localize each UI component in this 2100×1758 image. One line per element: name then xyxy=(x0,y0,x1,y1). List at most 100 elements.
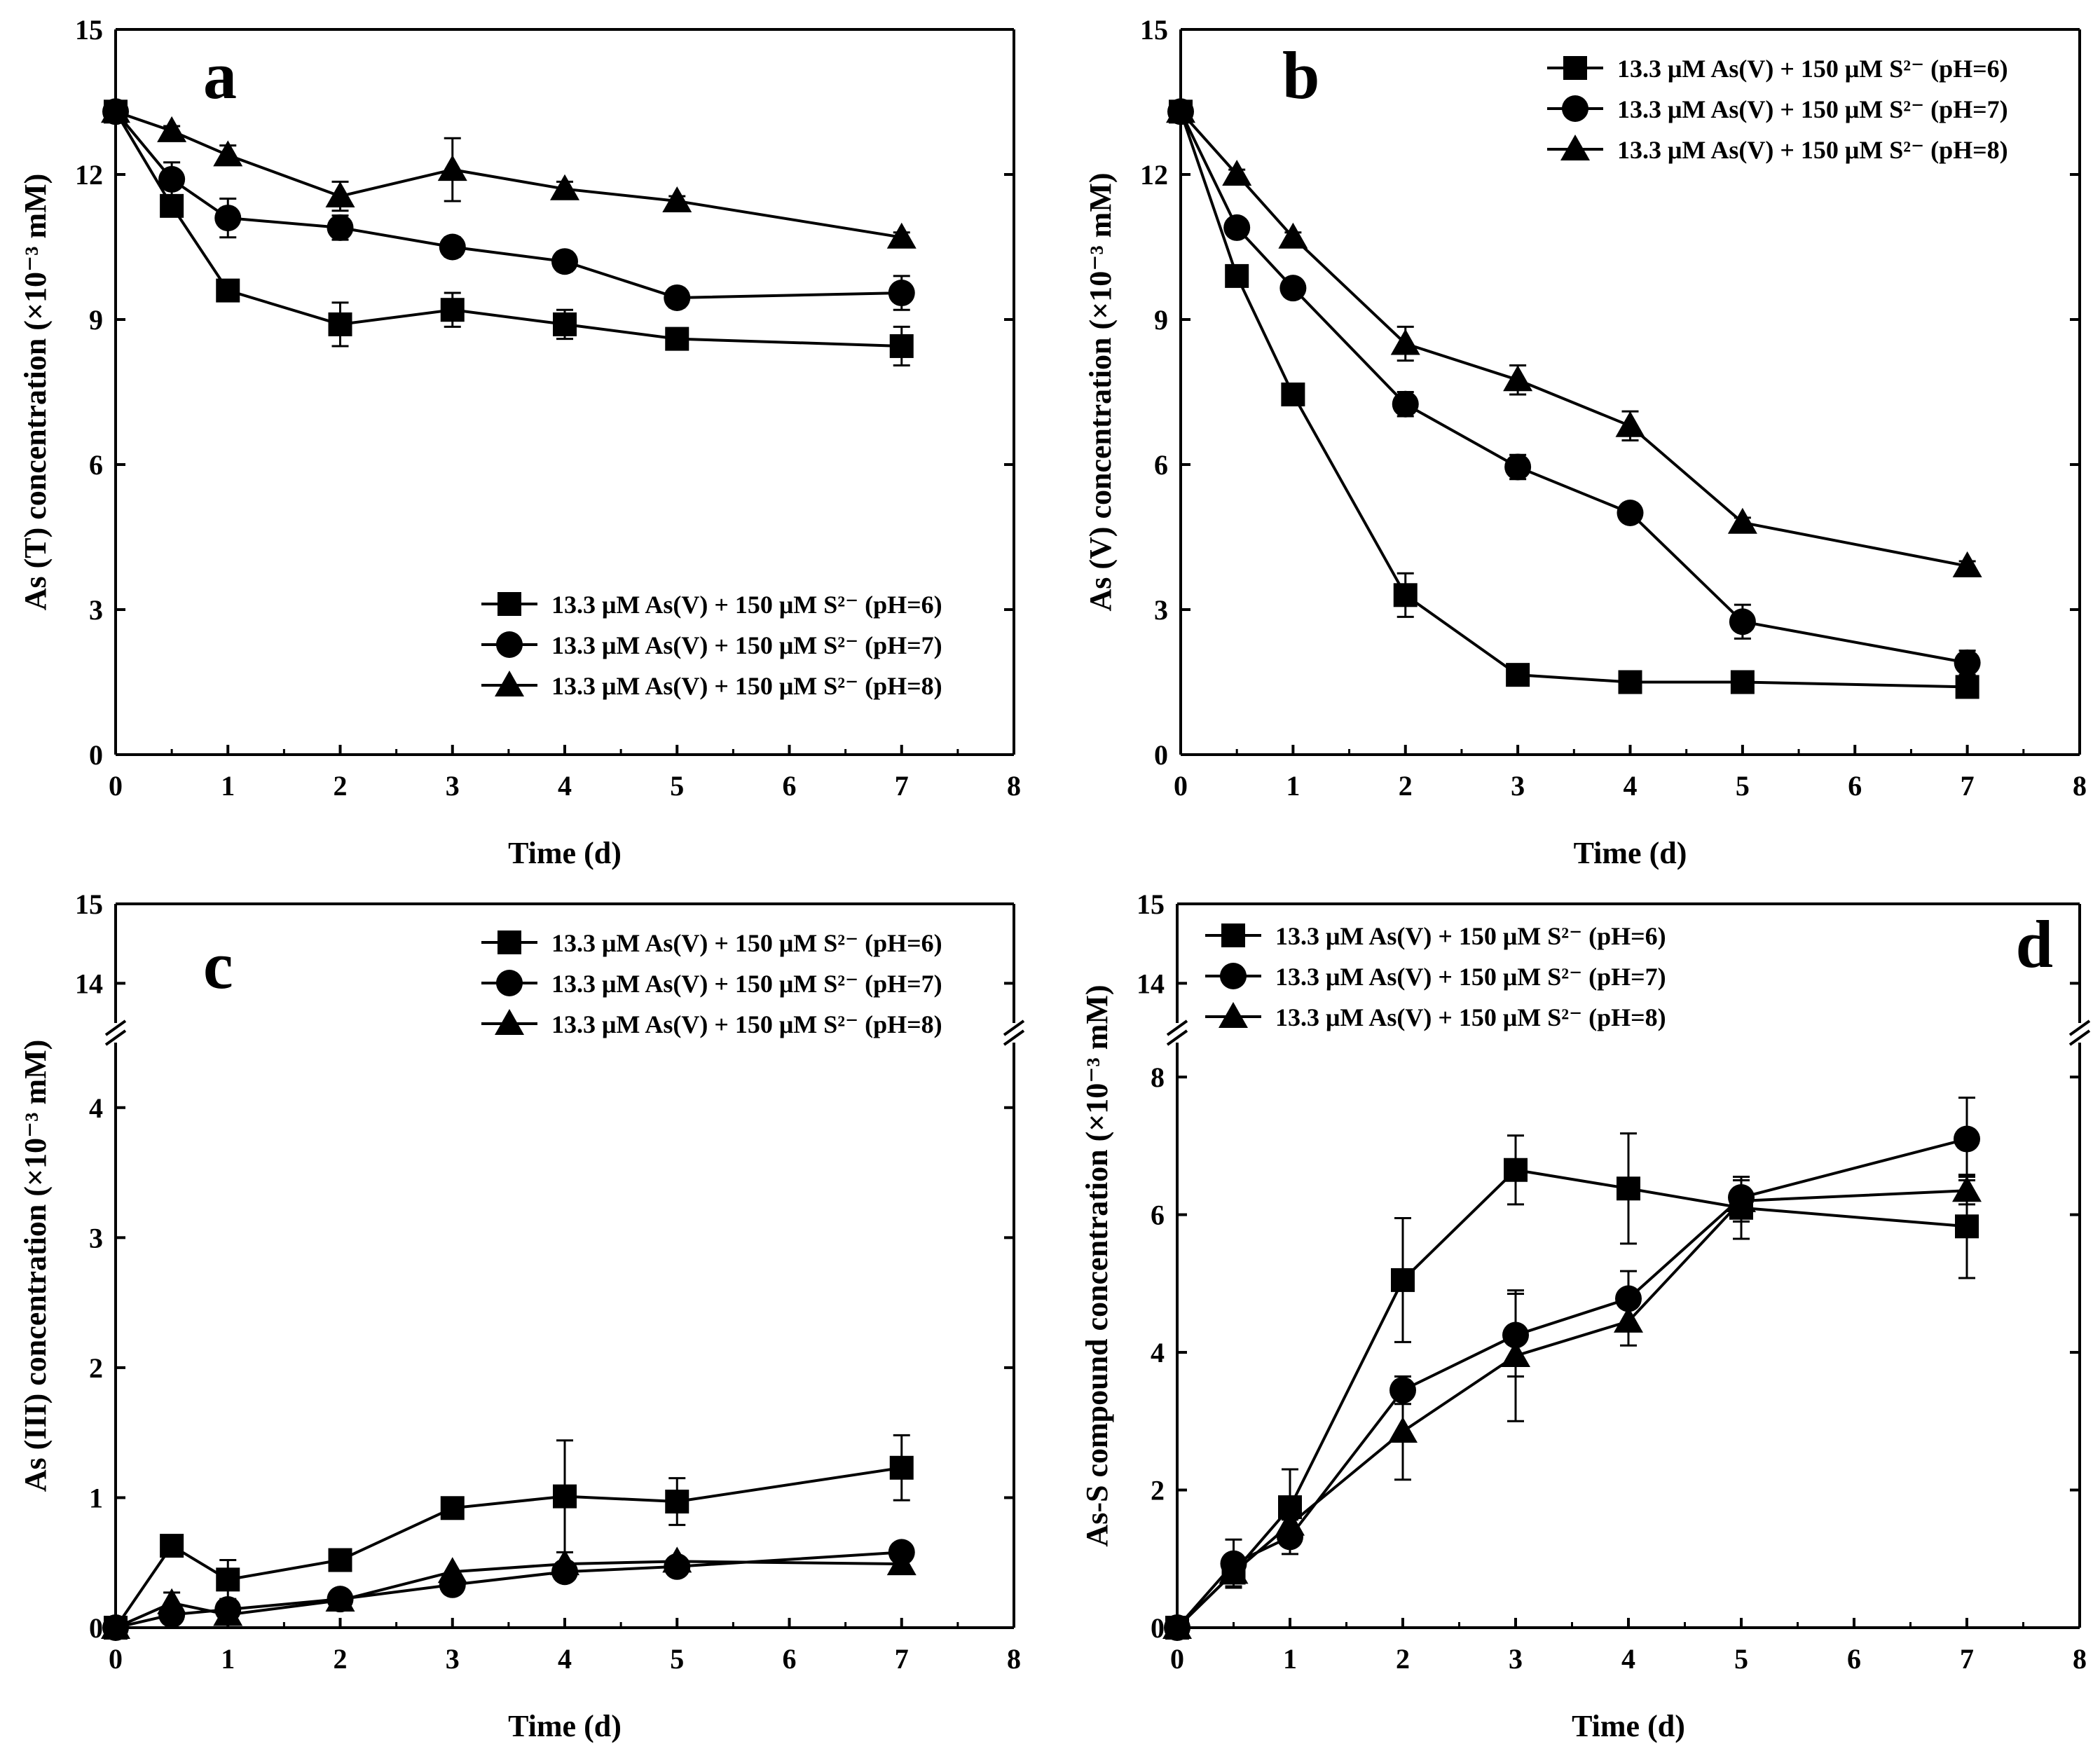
data-point-circle xyxy=(1223,214,1251,241)
x-tick-label: 6 xyxy=(783,770,797,802)
x-tick-label: 1 xyxy=(221,1643,235,1675)
data-point-triangle xyxy=(1952,551,1982,577)
data-point-square xyxy=(328,1548,352,1572)
x-tick-label: 2 xyxy=(1396,1643,1410,1675)
x-tick-label: 2 xyxy=(1399,770,1413,802)
y-axis-title: As (V) concentration (×10⁻³ mM) xyxy=(1083,172,1118,611)
data-point-triangle xyxy=(437,155,467,181)
data-point-circle xyxy=(214,205,242,232)
legend-marker-square xyxy=(1563,56,1587,80)
data-point-square xyxy=(1393,583,1418,607)
legend: 13.3 μM As(V) + 150 μM S²⁻ (pH=6) 13.3 μM… xyxy=(481,591,942,700)
legend-marker-circle xyxy=(1220,963,1247,989)
data-point-square xyxy=(1730,670,1755,694)
y-tick-label: 4 xyxy=(89,1092,103,1124)
legend-marker-circle xyxy=(496,970,523,996)
legend-label: 13.3 μM As(V) + 150 μM S²⁻ (pH=7) xyxy=(1617,95,2008,123)
x-tick-label: 4 xyxy=(558,1643,572,1675)
y-tick-label: 8 xyxy=(1151,1062,1165,1093)
series-line xyxy=(1179,110,1968,568)
y-tick-label: 6 xyxy=(89,449,103,481)
legend-label: 13.3 μM As(V) + 150 μM S²⁻ (pH=7) xyxy=(551,631,942,659)
y-tick-label: 12 xyxy=(75,159,103,191)
x-axis-title: Time (d) xyxy=(508,836,622,870)
data-point-square xyxy=(553,1484,577,1509)
y-axis-title: As-S compound concentration (×10⁻³ mM) xyxy=(1080,984,1114,1546)
data-point-circle xyxy=(888,280,915,307)
y-tick-label: 15 xyxy=(75,888,103,920)
data-point-square xyxy=(160,193,184,218)
panel-label: d xyxy=(2016,907,2053,982)
data-point-circle xyxy=(158,165,186,193)
data-point-square xyxy=(440,298,465,322)
data-point-triangle xyxy=(101,1613,130,1639)
series-triangle xyxy=(101,97,917,249)
data-point-triangle xyxy=(662,1546,692,1573)
y-tick-label: 0 xyxy=(89,1612,103,1644)
y-tick-label: 2 xyxy=(1151,1475,1165,1506)
x-tick-label: 6 xyxy=(1848,770,1862,802)
x-tick-label: 7 xyxy=(1960,1643,1974,1675)
series-line xyxy=(1179,111,1968,689)
data-point-square xyxy=(1504,1158,1528,1182)
x-tick-label: 0 xyxy=(109,770,123,802)
data-point-triangle xyxy=(213,140,243,167)
data-point-square xyxy=(328,312,352,336)
data-point-triangle xyxy=(1501,1340,1530,1367)
legend-label: 13.3 μM As(V) + 150 μM S²⁻ (pH=6) xyxy=(551,591,942,619)
legend-label: 13.3 μM As(V) + 150 μM S²⁻ (pH=8) xyxy=(551,672,942,700)
y-tick-label: 1 xyxy=(89,1482,103,1513)
data-point-square xyxy=(1391,1268,1415,1292)
x-tick-label: 7 xyxy=(895,770,909,802)
data-point-square xyxy=(1225,263,1249,288)
data-point-circle xyxy=(1617,500,1644,526)
data-point-circle xyxy=(1954,649,1981,676)
data-point-triangle xyxy=(437,1557,467,1584)
legend-label: 13.3 μM As(V) + 150 μM S²⁻ (pH=7) xyxy=(1275,963,1666,991)
data-point-triangle xyxy=(1275,1509,1305,1536)
series-square xyxy=(104,1434,914,1640)
series-square xyxy=(104,99,914,367)
data-point-square xyxy=(216,1567,240,1592)
x-tick-label: 6 xyxy=(1847,1643,1861,1675)
data-point-triangle xyxy=(157,116,187,142)
data-point-square xyxy=(665,1490,689,1514)
data-point-triangle xyxy=(1727,507,1757,534)
y-tick-label: 3 xyxy=(89,1222,103,1254)
data-point-triangle xyxy=(1222,160,1252,186)
x-tick-label: 8 xyxy=(1007,770,1021,802)
y-tick-label: 6 xyxy=(1154,449,1168,481)
y-tick-label: 15 xyxy=(1137,888,1165,920)
data-point-triangle xyxy=(1162,1613,1192,1639)
y-tick-label: 14 xyxy=(1137,968,1165,999)
x-tick-label: 4 xyxy=(558,770,572,802)
x-axis-title: Time (d) xyxy=(508,1709,622,1743)
x-axis-title: Time (d) xyxy=(1572,1709,1685,1743)
data-point-circle xyxy=(1279,275,1307,302)
panel-d: 0 1 2 3 4 5 6 7 8 0 2 4 6 8 14 15 Time (d) As-S compound … xyxy=(1080,888,2091,1743)
data-point-triangle xyxy=(1503,365,1533,392)
legend-marker-triangle xyxy=(1219,1002,1248,1028)
legend-label: 13.3 μM As(V) + 150 μM S²⁻ (pH=6) xyxy=(551,929,942,957)
series-line xyxy=(1176,1189,1968,1629)
x-tick-label: 8 xyxy=(2073,1643,2087,1675)
series-triangle xyxy=(1162,1176,1982,1639)
data-point-square xyxy=(553,312,577,336)
axis-break-mark xyxy=(2068,1029,2091,1046)
data-point-triangle xyxy=(101,97,130,123)
series-square xyxy=(1165,1132,1979,1640)
x-tick-label: 5 xyxy=(1734,1643,1748,1675)
x-tick-label: 0 xyxy=(1174,770,1188,802)
legend-marker-circle xyxy=(1562,95,1588,122)
legend-label: 13.3 μM As(V) + 150 μM S²⁻ (pH=8) xyxy=(551,1010,942,1038)
data-point-triangle xyxy=(1219,1558,1249,1584)
y-axis-title: As (III) concentration (×10⁻³ mM) xyxy=(18,1040,53,1492)
y-tick-label: 4 xyxy=(1151,1337,1165,1368)
data-point-circle xyxy=(1954,1125,1980,1153)
data-point-triangle xyxy=(157,1588,187,1614)
y-tick-label: 9 xyxy=(89,304,103,336)
legend-marker-circle xyxy=(496,631,523,658)
data-point-square xyxy=(889,1455,914,1480)
y-tick-label: 0 xyxy=(1151,1612,1165,1644)
